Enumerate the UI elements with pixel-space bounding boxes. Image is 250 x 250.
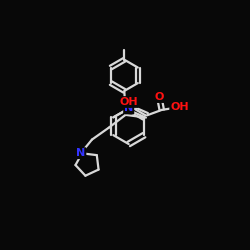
Text: OH: OH xyxy=(119,97,138,107)
Text: N: N xyxy=(124,104,133,114)
Text: N: N xyxy=(76,148,86,158)
Text: O: O xyxy=(154,92,164,102)
Text: OH: OH xyxy=(170,102,189,113)
